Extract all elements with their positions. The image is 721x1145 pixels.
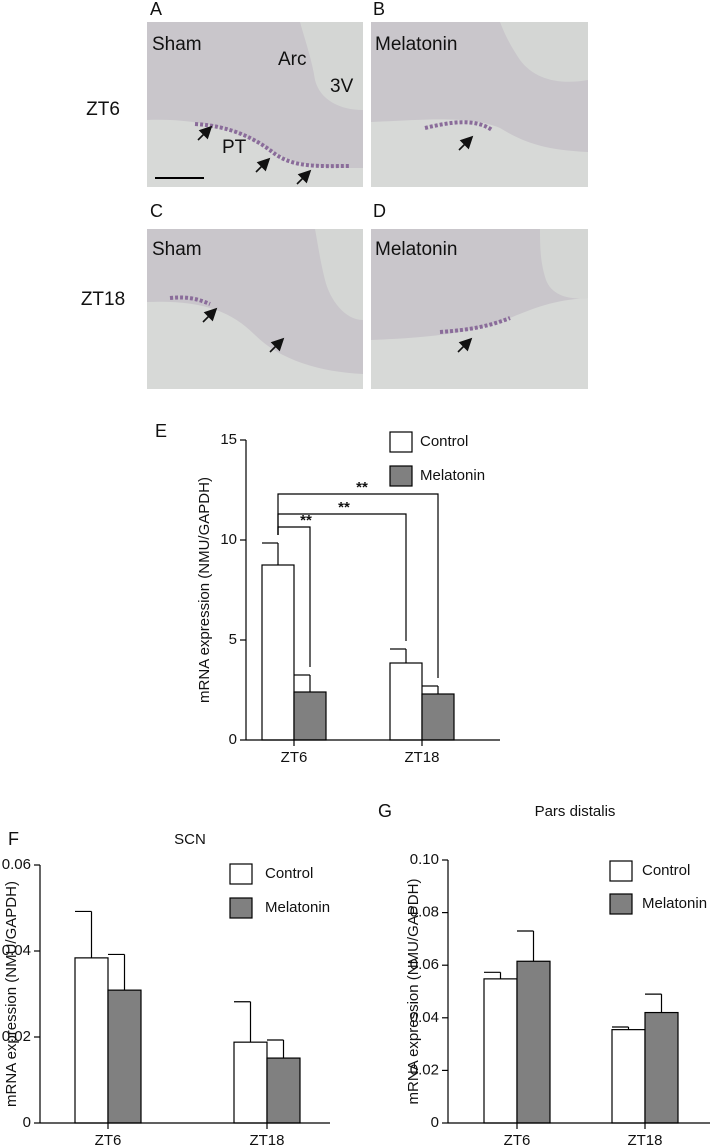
bar (611, 1029, 646, 1124)
row-label: ZT18 (81, 289, 125, 310)
y-axis-label: mRNA expression (NMU/GAPDH) (196, 477, 213, 703)
bar (266, 1057, 301, 1124)
x-tick-label: ZT18 (404, 749, 439, 766)
panel-label: E (155, 421, 167, 441)
significance-label: ** (356, 479, 368, 496)
x-tick-label: ZT18 (249, 1132, 284, 1145)
condition-label: Melatonin (375, 34, 457, 55)
region-label: PT (222, 137, 247, 158)
y-tick-label: 0.06 (2, 856, 31, 873)
y-tick-label: 0 (431, 1114, 439, 1131)
bar (293, 691, 327, 741)
panel-label: B (373, 0, 385, 19)
y-axis-label: mRNA expression (NMU/GAPDH) (3, 881, 20, 1107)
micrograph (371, 229, 588, 389)
y-tick-label: 15 (220, 431, 237, 448)
region-label: Arc (278, 49, 307, 70)
y-tick-label: 0.02 (2, 1028, 31, 1045)
legend-swatch (229, 863, 253, 885)
x-tick-label: ZT18 (627, 1132, 662, 1145)
micrograph (371, 22, 588, 187)
significance-label: ** (300, 512, 312, 529)
bar (389, 662, 423, 741)
y-axis-label: mRNA expression (NMU/GAPDH) (405, 879, 422, 1105)
significance-bracket (277, 513, 407, 641)
bar (421, 693, 455, 741)
y-tick-label: 0.08 (410, 904, 439, 921)
panel-label: D (373, 201, 386, 221)
significance-label: ** (338, 499, 350, 516)
condition-label: Melatonin (375, 239, 457, 260)
micrograph (147, 229, 363, 389)
panel-label: F (8, 829, 19, 849)
y-tick-label: 0 (23, 1114, 31, 1131)
region-label: 3V (330, 76, 354, 97)
panel-label: G (378, 801, 392, 821)
panel-label: C (150, 201, 163, 221)
bar (74, 957, 109, 1124)
legend-label: Melatonin (642, 895, 707, 912)
panel-label: A (150, 0, 162, 19)
legend-label: Control (265, 865, 313, 882)
x-tick-label: ZT6 (281, 749, 308, 766)
legend-label: Melatonin (420, 467, 485, 484)
bar (644, 1011, 679, 1124)
chart-title: Pars distalis (535, 803, 616, 820)
legend-swatch (389, 465, 413, 487)
y-tick-label: 0 (229, 731, 237, 748)
legend-swatch (389, 431, 413, 453)
y-tick-label: 0.04 (410, 1009, 439, 1026)
legend-label: Control (420, 433, 468, 450)
arrows (197, 125, 474, 353)
y-tick-label: 0.02 (410, 1061, 439, 1078)
chart-title: SCN (174, 831, 206, 848)
y-tick-label: 10 (220, 531, 237, 548)
row-label: ZT6 (86, 99, 120, 120)
x-tick-label: ZT6 (95, 1132, 122, 1145)
y-tick-label: 5 (229, 631, 237, 648)
bar (483, 978, 518, 1124)
y-tick-label: 0.10 (410, 851, 439, 868)
legend-label: Melatonin (265, 899, 330, 916)
legend-swatch (609, 860, 633, 882)
bar (107, 989, 142, 1124)
x-tick-label: ZT6 (504, 1132, 531, 1145)
bar (233, 1041, 268, 1124)
bar (261, 564, 295, 741)
condition-label: Sham (152, 34, 202, 55)
legend-label: Control (642, 862, 690, 879)
bar (516, 960, 551, 1124)
legend-swatch (229, 897, 253, 919)
legend-swatch (609, 893, 633, 915)
y-tick-label: 0.04 (2, 942, 31, 959)
y-tick-label: 0.06 (410, 956, 439, 973)
condition-label: Sham (152, 239, 202, 260)
significance-bracket (277, 493, 439, 678)
